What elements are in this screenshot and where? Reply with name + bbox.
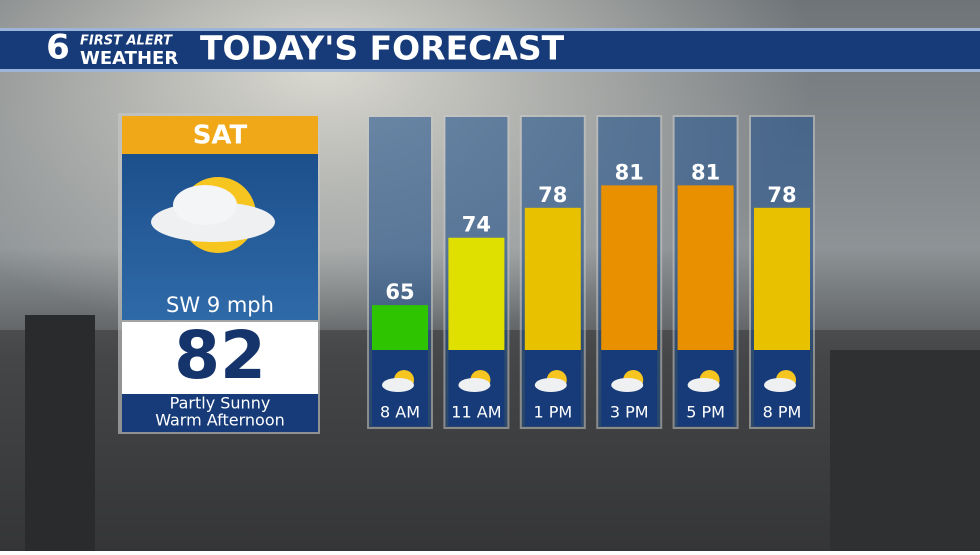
bar <box>601 185 658 350</box>
cloud-icon <box>173 185 237 225</box>
header-rule <box>0 28 980 31</box>
value-label: 74 <box>462 213 491 237</box>
logo-line: FIRST ALERT <box>80 34 173 49</box>
value-label: 81 <box>615 160 644 184</box>
cloud-icon <box>458 378 491 392</box>
condition: Warm Afternoon <box>155 411 285 430</box>
day-bar <box>122 116 318 154</box>
condition-bar <box>122 394 318 432</box>
wind: SW 9 mph <box>166 293 274 317</box>
cloud-icon <box>687 378 720 392</box>
cloud-icon <box>611 378 644 392</box>
header-rule <box>0 69 980 72</box>
cloud-icon <box>764 378 796 392</box>
bar <box>372 305 428 350</box>
building <box>25 315 95 551</box>
value-label: 81 <box>691 160 720 184</box>
logo-number: 6 <box>46 28 70 68</box>
value-label: 65 <box>385 280 414 304</box>
condition: Partly Sunny <box>170 394 271 413</box>
header-bar <box>0 28 980 72</box>
title: TODAY'S FORECAST <box>200 29 565 68</box>
bar <box>448 237 505 350</box>
x-tick-label: 8 AM <box>380 403 420 422</box>
high-box <box>122 322 318 394</box>
x-tick-label: 3 PM <box>610 403 649 422</box>
logo-line: WEATHER <box>80 48 178 69</box>
value-label: 78 <box>767 183 796 207</box>
cloud-icon <box>382 378 414 392</box>
bar <box>677 185 734 350</box>
x-tick-label: 8 PM <box>763 403 802 422</box>
high-temp: 82 <box>174 317 266 394</box>
bar <box>754 207 810 350</box>
bar <box>524 207 581 350</box>
day: SAT <box>193 121 248 151</box>
cloud-icon <box>534 378 567 392</box>
x-tick-label: 1 PM <box>533 403 572 422</box>
building <box>830 350 980 551</box>
x-tick-label: 11 AM <box>451 403 501 422</box>
value-label: 78 <box>538 183 567 207</box>
x-tick-label: 5 PM <box>686 403 725 422</box>
